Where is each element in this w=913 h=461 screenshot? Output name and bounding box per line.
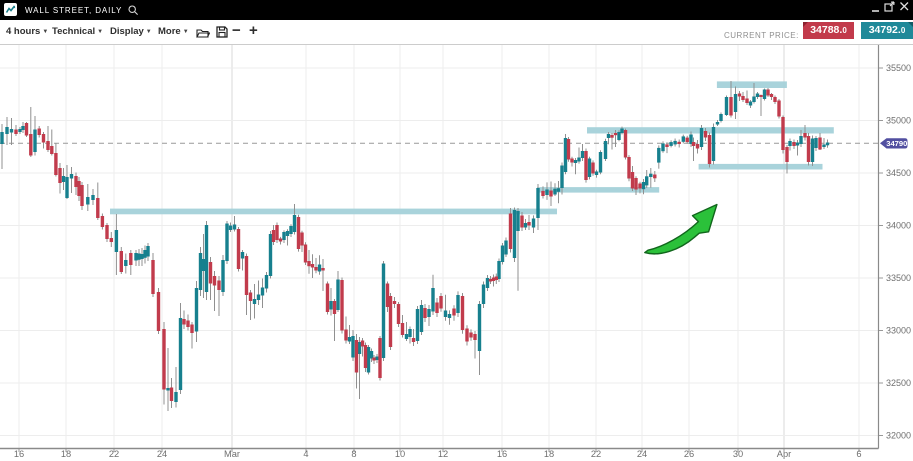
svg-text:32500: 32500 — [886, 378, 911, 388]
svg-text:33500: 33500 — [886, 273, 911, 283]
svg-text:4: 4 — [303, 449, 308, 459]
svg-text:16: 16 — [14, 449, 24, 459]
svg-text:Apr: Apr — [777, 449, 791, 459]
svg-text:34500: 34500 — [886, 168, 911, 178]
svg-text:34000: 34000 — [886, 221, 911, 231]
svg-text:10: 10 — [395, 449, 405, 459]
svg-text:26: 26 — [684, 449, 694, 459]
svg-text:8: 8 — [351, 449, 356, 459]
svg-text:6: 6 — [856, 449, 861, 459]
svg-text:35500: 35500 — [886, 63, 911, 73]
svg-text:18: 18 — [61, 449, 71, 459]
svg-text:24: 24 — [637, 449, 647, 459]
svg-text:Mar: Mar — [224, 449, 240, 459]
svg-text:30: 30 — [733, 449, 743, 459]
svg-text:12: 12 — [438, 449, 448, 459]
svg-text:24: 24 — [157, 449, 167, 459]
svg-text:34790: 34790 — [886, 139, 907, 148]
svg-text:22: 22 — [591, 449, 601, 459]
svg-text:22: 22 — [109, 449, 119, 459]
svg-text:33000: 33000 — [886, 326, 911, 336]
svg-text:18: 18 — [544, 449, 554, 459]
svg-text:16: 16 — [497, 449, 507, 459]
svg-text:32000: 32000 — [886, 431, 911, 441]
svg-text:35000: 35000 — [886, 116, 911, 126]
